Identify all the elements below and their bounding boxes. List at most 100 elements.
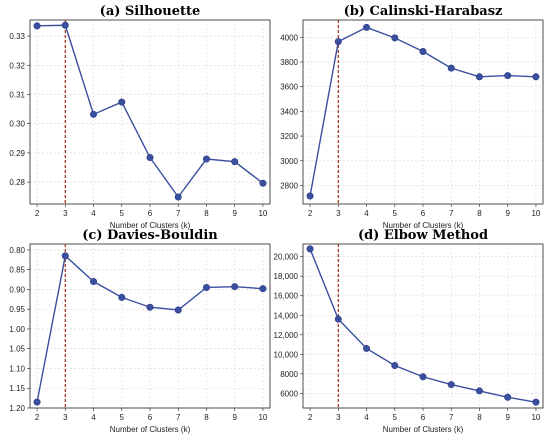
x-tick-label: 5 (120, 413, 125, 422)
data-point (363, 344, 371, 352)
data-point (118, 293, 126, 301)
x-tick-label: 10 (258, 209, 267, 218)
y-tick-label: 12,000 (274, 331, 299, 340)
x-tick-label: 7 (176, 209, 181, 218)
data-point (532, 398, 540, 406)
data-point (33, 398, 41, 406)
x-tick-label: 3 (336, 209, 341, 218)
y-tick-label: 8000 (280, 370, 298, 379)
data-point (231, 158, 239, 166)
y-tick-label: 0.30 (9, 120, 25, 129)
x-tick-label: 9 (232, 413, 237, 422)
x-tick-label: 7 (449, 413, 454, 422)
data-point (447, 381, 455, 389)
chart-title: (c) Davies-Bouldin (82, 228, 218, 243)
data-point (391, 362, 399, 370)
data-point (363, 23, 371, 31)
chart-panel-1: (a) Silhouette 0.28 0.29 0.30 0.31 0.32 0.33 2 3… (9, 4, 271, 230)
data-point (259, 179, 267, 187)
data-point (475, 387, 483, 395)
x-tick-label: 9 (505, 209, 510, 218)
y-tick-label: 0.29 (9, 149, 25, 158)
data-point (90, 110, 98, 118)
plot-frame (29, 243, 271, 409)
chart-title: (b) Calinski-Harabasz (344, 4, 503, 19)
chart-panel-4: (d) Elbow Method 6000 8000 10,000 12,000 14,0… (274, 228, 544, 434)
y-tick-label: 10,000 (274, 350, 299, 359)
data-point (504, 72, 512, 80)
data-point (334, 38, 342, 46)
y-tick-label: 0.32 (9, 61, 25, 70)
x-tick-label: 6 (421, 413, 426, 422)
x-axis-label: Number of Clusters (k) (383, 221, 464, 230)
y-tick-label: 0.90 (9, 285, 25, 294)
data-point (419, 373, 427, 381)
plot-frame (302, 243, 544, 409)
x-tick-label: 10 (531, 209, 540, 218)
x-tick-label: 7 (449, 209, 454, 218)
chart-panel-2: (b) Calinski-Harabasz 2800 3000 3200 3400 360… (280, 4, 544, 230)
data-point (447, 64, 455, 72)
data-point (306, 245, 314, 253)
x-tick-label: 3 (63, 413, 68, 422)
x-tick-label: 9 (232, 209, 237, 218)
y-tick-label: 0.80 (9, 246, 25, 255)
y-tick-label: 0.95 (9, 305, 25, 314)
data-point (475, 73, 483, 81)
x-tick-label: 4 (364, 209, 369, 218)
series-line (37, 24, 264, 199)
data-point (504, 393, 512, 401)
data-point (391, 34, 399, 42)
x-tick-label: 3 (336, 413, 341, 422)
x-tick-label: 5 (393, 209, 398, 218)
data-point (33, 22, 41, 30)
y-tick-label: 16,000 (274, 292, 299, 301)
x-tick-label: 2 (308, 413, 313, 422)
x-tick-label: 10 (531, 413, 540, 422)
x-tick-label: 6 (148, 413, 153, 422)
y-tick-label: 20,000 (274, 253, 299, 262)
x-tick-label: 2 (35, 413, 40, 422)
data-point (61, 252, 69, 260)
data-point (174, 306, 182, 314)
y-tick-label: 1.20 (9, 404, 25, 413)
y-tick-label: 4000 (280, 33, 298, 42)
x-tick-label: 8 (477, 209, 482, 218)
y-tick-label: 0.33 (9, 32, 25, 41)
x-tick-label: 6 (148, 209, 153, 218)
x-tick-label: 8 (204, 209, 209, 218)
x-tick-label: 4 (91, 413, 96, 422)
x-tick-label: 6 (421, 209, 426, 218)
y-tick-label: 3400 (280, 107, 298, 116)
x-tick-label: 2 (308, 209, 313, 218)
chart-panel-3: (c) Davies-Bouldin 0.80 0.85 0.90 0.95 1.00 1.… (9, 228, 271, 434)
data-point (306, 192, 314, 200)
plot-frame (302, 19, 544, 205)
data-point (334, 315, 342, 323)
data-point (202, 155, 210, 163)
x-tick-label: 5 (393, 413, 398, 422)
y-tick-label: 3800 (280, 58, 298, 67)
data-point (419, 47, 427, 55)
y-tick-label: 1.00 (9, 325, 25, 334)
x-tick-label: 2 (35, 209, 40, 218)
data-point (259, 285, 267, 293)
plot-frame (29, 19, 271, 205)
x-tick-label: 8 (204, 413, 209, 422)
data-point (174, 193, 182, 201)
x-tick-label: 7 (176, 413, 181, 422)
x-tick-label: 3 (63, 209, 68, 218)
y-tick-label: 0.31 (9, 90, 25, 99)
x-axis-label: Number of Clusters (k) (383, 425, 464, 434)
data-point (146, 154, 154, 162)
y-tick-label: 18,000 (274, 272, 299, 281)
x-axis-label: Number of Clusters (k) (110, 425, 191, 434)
data-point (202, 283, 210, 291)
x-tick-label: 4 (91, 209, 96, 218)
y-tick-label: 1.10 (9, 364, 25, 373)
y-tick-label: 14,000 (274, 311, 299, 320)
y-tick-label: 2800 (280, 181, 298, 190)
x-axis-label: Number of Clusters (k) (110, 221, 191, 230)
x-tick-label: 10 (258, 413, 267, 422)
